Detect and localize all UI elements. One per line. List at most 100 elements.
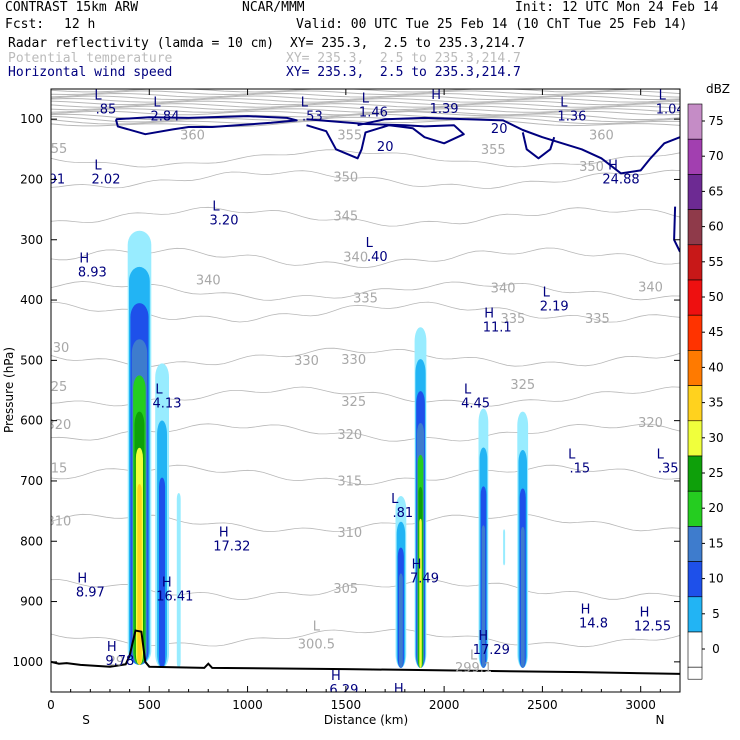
isentrope-line bbox=[51, 108, 680, 113]
wind-speed-value: 1.36 bbox=[557, 109, 586, 124]
wind-extremum-marker: L bbox=[464, 382, 472, 397]
colorbar-swatch bbox=[687, 420, 703, 457]
isentrope-label: 330 bbox=[294, 354, 319, 369]
wind-extremum-marker: H bbox=[608, 159, 618, 174]
wind-speed-value: 2.02 bbox=[92, 173, 121, 188]
isentrope-label: 350 bbox=[579, 160, 604, 175]
isentrope-label: 320 bbox=[638, 416, 663, 431]
reflectivity-band bbox=[399, 573, 403, 668]
y-tick-label: 900 bbox=[20, 595, 43, 609]
field-wind-name: Horizontal wind speed bbox=[8, 65, 173, 80]
colorbar-label: 35 bbox=[708, 396, 723, 410]
isentrope-line bbox=[51, 92, 680, 98]
wind-speed-value: 2.84 bbox=[151, 109, 180, 124]
valid-time: Valid: 00 UTC Tue 25 Feb 14 (10 ChT Tue … bbox=[296, 17, 688, 32]
isentrope-line bbox=[51, 118, 680, 128]
center-label: NCAR/MMM bbox=[242, 0, 305, 15]
reflectivity-band bbox=[159, 477, 166, 668]
isentrope-label: 355 bbox=[42, 142, 67, 157]
colorbar-swatch bbox=[687, 314, 703, 351]
wind-extremum-marker: L bbox=[391, 492, 399, 507]
x-tick-label: 500 bbox=[138, 698, 161, 712]
wind-speed-value: 8.97 bbox=[76, 586, 105, 601]
y-tick-label: 100 bbox=[20, 112, 43, 126]
wind-speed-value: .53 bbox=[302, 109, 323, 124]
south-label: S bbox=[82, 713, 90, 727]
isentrope-label: 340 bbox=[491, 282, 516, 297]
forecast-label: Fcst: bbox=[5, 17, 45, 32]
wind-speed-value: 6.29 bbox=[329, 683, 358, 698]
colorbar-swatch bbox=[687, 596, 703, 633]
colorbar-swatch bbox=[687, 455, 703, 492]
isentrope-label: 325 bbox=[42, 380, 67, 395]
wind-speed-value: .85 bbox=[96, 103, 117, 118]
wind-speed-value: 24.88 bbox=[602, 173, 639, 188]
wind-extremum-marker: L bbox=[94, 159, 102, 174]
isentrope-label: 299.1 bbox=[455, 661, 492, 676]
field-reflectivity-name: Radar reflectivity (lamda = 10 cm) bbox=[8, 36, 275, 51]
colorbar-label: 0 bbox=[712, 642, 720, 656]
colorbar-swatch bbox=[687, 666, 703, 680]
colorbar-label: 75 bbox=[708, 114, 723, 128]
plot-area: 360 355 355 360 355 350 350 345 340 340 340 340 335 3… bbox=[42, 89, 680, 698]
wind-speed-value: 20 bbox=[377, 140, 394, 155]
isentrope-label: L bbox=[313, 619, 321, 634]
wind-speed-value: 3.20 bbox=[210, 214, 239, 229]
isentrope-label: 340 bbox=[343, 250, 368, 265]
isentrope-label: 325 bbox=[341, 395, 366, 410]
wind-extremum-marker: H bbox=[162, 575, 172, 590]
colorbar-unit: dBZ bbox=[706, 82, 730, 96]
wind-speed-contour bbox=[114, 115, 298, 136]
reflectivity-band bbox=[520, 526, 525, 668]
colorbar-label: 55 bbox=[708, 255, 723, 269]
isentrope-label: 355 bbox=[337, 129, 362, 144]
reflectivity-band bbox=[176, 493, 181, 668]
isentrope-label: 360 bbox=[589, 129, 614, 144]
isentrope-line bbox=[51, 206, 680, 227]
y-tick-label: 300 bbox=[20, 233, 43, 247]
isentrope-line bbox=[51, 347, 680, 368]
wind-speed-value: 4.45 bbox=[461, 396, 490, 411]
colorbar-swatch bbox=[687, 174, 703, 210]
reflectivity-band bbox=[503, 529, 506, 566]
colorbar-label: 60 bbox=[708, 220, 723, 234]
wind-speed-value: 20 bbox=[491, 122, 508, 137]
wind-extremum-marker: H bbox=[331, 669, 341, 684]
colorbar-swatch bbox=[687, 244, 703, 281]
wind-extremum-marker: L bbox=[362, 92, 370, 107]
field-theta-name: Potential temperature bbox=[8, 51, 173, 66]
forecast-value: 12 h bbox=[64, 17, 96, 32]
wind-extremum-marker: L bbox=[153, 95, 161, 110]
wind-extremum-marker: L bbox=[155, 382, 163, 397]
isentrope-line bbox=[51, 110, 680, 121]
isentrope-label: 335 bbox=[585, 312, 610, 327]
wind-extremum-marker: H bbox=[394, 682, 404, 697]
wind-speed-contour bbox=[306, 118, 465, 160]
wind-speed-value: .40 bbox=[367, 250, 388, 265]
colorbar-swatch bbox=[687, 561, 703, 598]
wind-extremum-marker: H bbox=[77, 572, 87, 587]
y-tick-label: 400 bbox=[20, 293, 43, 307]
wind-speed-value: 9.78 bbox=[105, 654, 134, 669]
colorbar-label: 25 bbox=[708, 466, 723, 480]
colorbar-swatch bbox=[687, 385, 703, 422]
colorbar-label: 70 bbox=[708, 149, 723, 163]
wind-extremum-marker: H bbox=[79, 252, 89, 267]
wind-speed-value: 4.13 bbox=[153, 396, 182, 411]
isentrope-label: 320 bbox=[337, 428, 362, 443]
wind-extremum-marker: L bbox=[366, 236, 374, 251]
colorbar-swatch bbox=[687, 209, 703, 246]
isentrope-label: 345 bbox=[333, 209, 358, 224]
isentrope-line bbox=[51, 95, 680, 101]
wind-extremum-marker: L bbox=[560, 95, 568, 110]
wind-speed-value: .35 bbox=[658, 462, 679, 477]
wind-extremum-marker: H bbox=[581, 603, 591, 618]
isentrope-label: 310 bbox=[337, 526, 362, 541]
reflectivity-band bbox=[481, 525, 486, 668]
x-tick-label: 2500 bbox=[527, 698, 558, 712]
wind-speed-value: 17.29 bbox=[473, 643, 510, 658]
wind-extremum-marker: H bbox=[640, 606, 650, 621]
isentrope-line bbox=[51, 89, 680, 93]
